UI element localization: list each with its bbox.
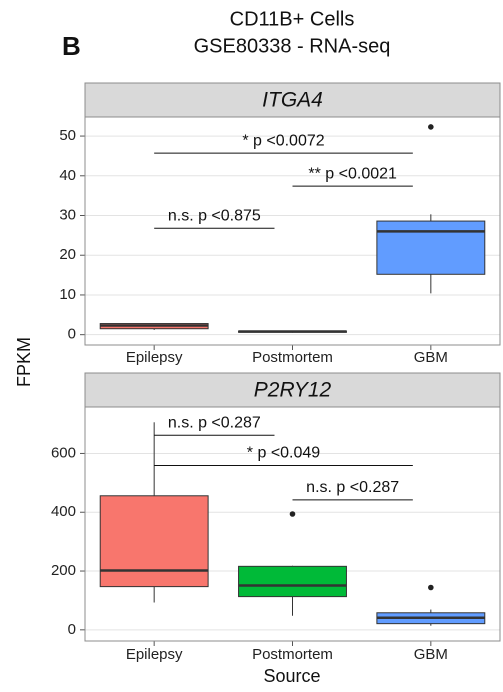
annotation-text: n.s. p <0.875 [168, 207, 261, 224]
annotation-text: ** p <0.0021 [308, 165, 397, 182]
strip-title: ITGA4 [262, 89, 323, 112]
panel-label: B [62, 31, 81, 61]
panel-border [84, 116, 501, 346]
y-tick-label: 600 [51, 444, 76, 461]
outlier [289, 511, 296, 517]
y-tick-label: 0 [68, 621, 76, 638]
x-tick-label: GBM [414, 349, 448, 366]
box [376, 220, 486, 275]
y-tick-label: 400 [51, 503, 76, 520]
box [99, 495, 209, 588]
y-tick-label: 50 [59, 127, 76, 144]
outlier [428, 124, 434, 130]
annotation-text: * p <0.0072 [242, 132, 324, 149]
box [238, 565, 347, 598]
x-axis-title: Source [263, 666, 320, 686]
y-tick-label: 40 [59, 167, 76, 184]
strip [84, 372, 501, 408]
y-tick-label: 20 [59, 246, 76, 263]
annotation-text: n.s. p <0.287 [168, 414, 261, 431]
x-tick-label: Epilepsy [126, 349, 183, 366]
x-tick-label: Epilepsy [126, 646, 183, 663]
x-tick-label: Postmortem [252, 646, 333, 663]
x-tick-label: GBM [414, 646, 448, 663]
y-tick-label: 10 [59, 286, 76, 303]
y-tick-label: 200 [51, 562, 76, 579]
annotation-text: n.s. p <0.287 [306, 479, 399, 496]
y-tick-label: 30 [59, 206, 76, 223]
x-tick-label: Postmortem [252, 349, 333, 366]
y-tick-label: 0 [68, 326, 76, 343]
annotation-text: * p <0.049 [247, 445, 321, 462]
outlier [428, 584, 434, 591]
chart-title: CD11B+ Cells [230, 8, 355, 30]
strip-title: P2RY12 [254, 379, 332, 402]
y-axis-title: FPKM [14, 337, 34, 387]
strip [84, 82, 501, 118]
panel-border [84, 406, 501, 642]
chart-subtitle: GSE80338 - RNA-seq [194, 35, 391, 57]
